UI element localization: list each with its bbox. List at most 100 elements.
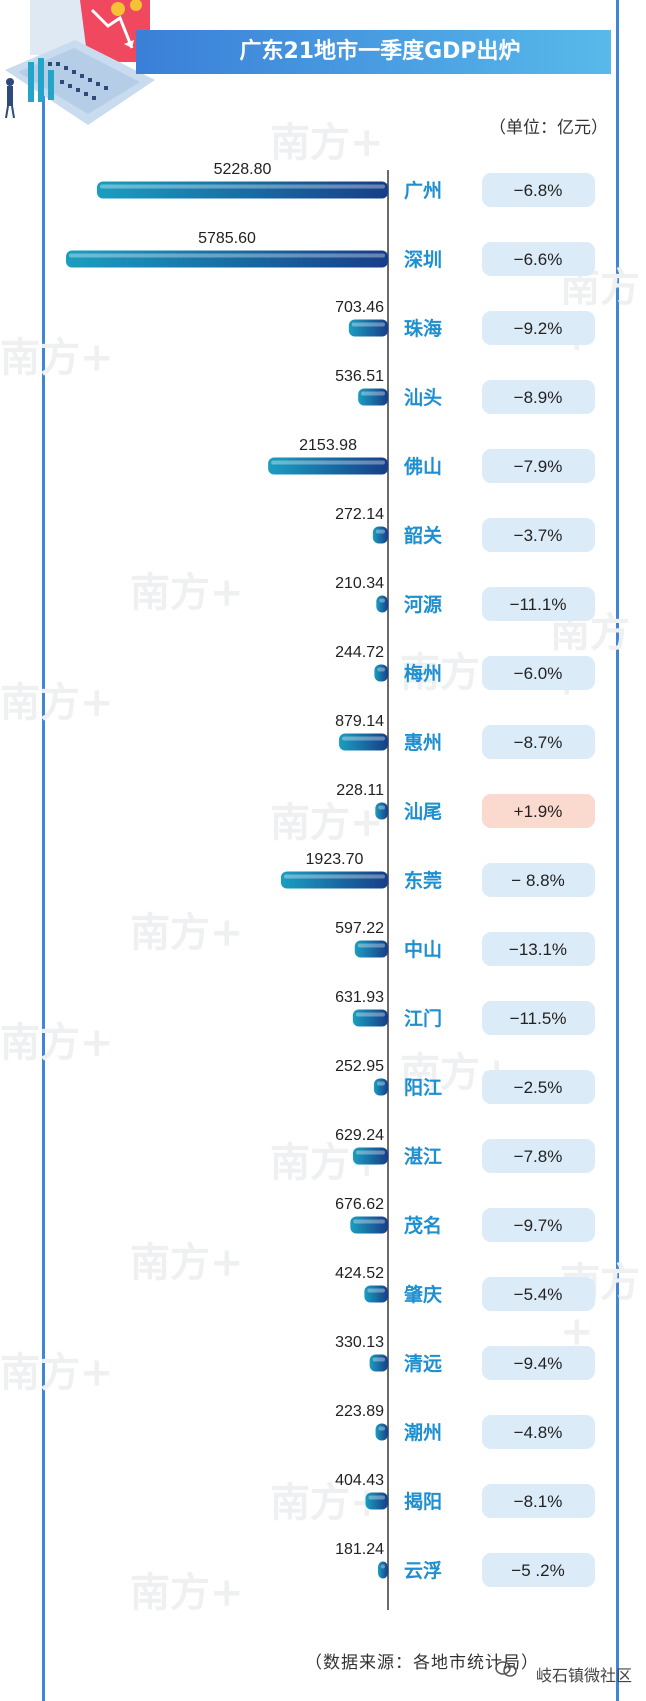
value-label: 252.95 <box>335 1058 384 1075</box>
growth-badge <box>482 1208 595 1242</box>
bar-highlight <box>368 1495 385 1500</box>
growth-label: −11.5% <box>510 1009 567 1028</box>
bar <box>352 1009 388 1027</box>
growth-label: −11.1% <box>510 595 567 614</box>
growth-badge <box>482 173 595 207</box>
bar <box>377 1561 388 1579</box>
growth-badge <box>482 380 595 414</box>
bar-highlight <box>367 1288 385 1293</box>
growth-badge <box>482 1070 595 1104</box>
value-label: 703.46 <box>335 299 384 316</box>
unit-label: （单位：亿元） <box>489 118 608 138</box>
watermark-glyph: 南方+ <box>0 1349 114 1396</box>
value-label: 597.22 <box>335 920 384 937</box>
watermark-glyph: 南方+ <box>130 569 244 616</box>
bar-highlight <box>355 1150 385 1155</box>
bar-highlight <box>355 1012 385 1017</box>
bar-highlight <box>283 874 385 879</box>
bar-highlight <box>353 1219 385 1224</box>
value-label: 210.34 <box>335 575 384 592</box>
data-source-note: （数据来源：各地市统计局） <box>305 1653 539 1673</box>
growth-badge <box>482 1484 595 1518</box>
growth-badge <box>482 1553 595 1587</box>
growth-label: − 8.8% <box>511 871 564 890</box>
watermark-glyph: 南方+ <box>130 1239 244 1286</box>
city-label: 东莞 <box>404 869 442 892</box>
growth-label: −3.7% <box>514 526 563 545</box>
bar <box>364 1285 388 1303</box>
city-label: 揭阳 <box>404 1490 442 1513</box>
growth-label: −7.9% <box>514 457 563 476</box>
bar-highlight <box>378 1426 385 1431</box>
laptop-illustration <box>5 0 155 125</box>
bar-highlight <box>271 460 385 465</box>
growth-label: −5.4% <box>514 1285 563 1304</box>
growth-label: −6.0% <box>514 664 563 683</box>
watermark-glyph: 南方+ <box>0 1019 114 1066</box>
growth-badge <box>482 1277 595 1311</box>
growth-badge <box>482 242 595 276</box>
growth-badge <box>482 863 595 897</box>
value-label: 181.24 <box>335 1541 384 1558</box>
value-label: 223.89 <box>335 1403 384 1420</box>
city-label: 中山 <box>404 938 442 961</box>
bar-highlight <box>378 805 385 810</box>
growth-badge <box>482 518 595 552</box>
bar <box>376 595 388 613</box>
watermark-glyph: 南方+ <box>130 909 244 956</box>
growth-badge <box>482 1346 595 1380</box>
bar <box>365 1492 388 1510</box>
bar-highlight <box>69 253 385 258</box>
chart-title: 广东21地市一季度GDP出炉 <box>239 39 521 64</box>
growth-badge <box>482 794 595 828</box>
city-label: 佛山 <box>403 455 442 478</box>
bar <box>348 319 388 337</box>
watermark-glyph: 南方+ <box>270 119 384 166</box>
city-label: 惠州 <box>404 732 442 754</box>
bar <box>280 871 388 889</box>
city-label: 湛江 <box>404 1145 442 1168</box>
city-label: 韶关 <box>404 524 442 547</box>
growth-badge <box>482 311 595 345</box>
growth-badge <box>482 1139 595 1173</box>
city-label: 江门 <box>404 1007 442 1030</box>
city-label: 河源 <box>404 593 442 616</box>
bar <box>373 1078 388 1096</box>
growth-label: −8.1% <box>514 1492 563 1511</box>
city-label: 深圳 <box>404 248 442 271</box>
growth-label: −7.8% <box>514 1147 563 1166</box>
bar <box>375 1423 388 1441</box>
chat-bubble-icon <box>495 1661 517 1677</box>
bar-highlight <box>379 598 385 603</box>
bar <box>374 664 388 682</box>
bar-highlight <box>380 1564 385 1569</box>
bar <box>372 526 388 544</box>
growth-label: −6.6% <box>514 250 563 269</box>
growth-label: −8.9% <box>514 388 563 407</box>
city-label: 汕头 <box>404 387 442 409</box>
city-label: 珠海 <box>404 317 442 340</box>
value-label: 272.14 <box>335 506 384 523</box>
watermark-glyph: 南方+ <box>130 1569 244 1616</box>
bar-highlight <box>357 943 385 948</box>
growth-label: −2.5% <box>514 1078 563 1097</box>
growth-label: −8.7% <box>514 733 563 752</box>
bar <box>96 181 388 199</box>
value-label: 5785.60 <box>198 230 256 247</box>
account-watermark: 岐石镇微社区 <box>535 1666 632 1685</box>
title-banner <box>136 30 611 74</box>
value-label: 424.52 <box>335 1265 384 1282</box>
city-label: 阳江 <box>404 1077 442 1099</box>
growth-label: −6.8% <box>514 181 563 200</box>
bar <box>66 250 388 268</box>
bar-highlight <box>361 391 385 396</box>
watermark-glyph: 南方+ <box>0 334 114 381</box>
city-label: 潮州 <box>404 1422 442 1444</box>
bar <box>358 388 388 406</box>
bar <box>354 940 388 958</box>
growth-badge <box>482 1415 595 1449</box>
value-label: 536.51 <box>335 368 384 385</box>
growth-badge <box>482 1001 595 1035</box>
